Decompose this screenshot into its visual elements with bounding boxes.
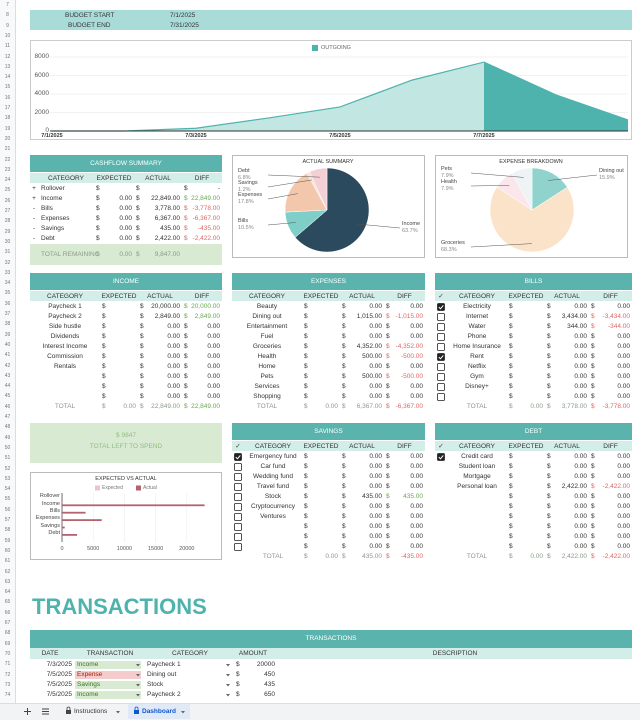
table-header-band: [30, 291, 222, 301]
table-title-band: [30, 630, 632, 648]
dropdown-arrow: [226, 674, 230, 677]
pie-slice: [294, 167, 370, 253]
dropdown-arrow: [226, 694, 230, 697]
leader-line: [267, 222, 296, 226]
checkbox: [437, 363, 445, 371]
checkbox: [234, 533, 242, 541]
lock-shackle: [66, 706, 71, 710]
area-line: [52, 61, 629, 132]
table-title-band: [435, 423, 632, 440]
add-sheet-icon: [24, 708, 31, 715]
lock-icon: [66, 710, 71, 714]
pie-slice: [511, 167, 533, 211]
area-fill: [484, 62, 628, 131]
legend-swatch: [136, 485, 141, 491]
table-title-band: [232, 273, 425, 290]
table-header-band: [435, 441, 632, 451]
checkbox: [234, 473, 242, 481]
area-fill: [52, 62, 484, 131]
pie-slice: [489, 186, 575, 253]
sheet-list-icon: [42, 708, 49, 715]
legend-swatch: [312, 45, 318, 51]
checkbox: [234, 513, 242, 521]
total-band: [30, 244, 222, 265]
checkbox: [234, 483, 242, 491]
dropdown-arrow: [136, 664, 140, 667]
leader-line: [267, 193, 298, 200]
leader-line: [470, 243, 532, 248]
budget-band: [30, 10, 632, 30]
table-title-band: [30, 273, 222, 290]
leader-line: [267, 179, 312, 188]
dropdown-arrow: [136, 694, 140, 697]
bar: [62, 526, 65, 529]
row-gutter: [0, 0, 16, 703]
dropdown-arrow: [181, 711, 185, 714]
pie-slice: [309, 167, 328, 211]
checkbox: [437, 383, 445, 391]
checkbox: [234, 463, 242, 471]
checkbox: [234, 453, 242, 461]
dropdown-arrow: [226, 664, 230, 667]
table-header-band: [435, 291, 632, 301]
check-mark: [235, 455, 241, 460]
checkbox: [234, 493, 242, 501]
table-header-band: [30, 173, 222, 183]
check-mark: [438, 355, 444, 360]
lock-icon: [134, 710, 139, 714]
bar: [62, 511, 86, 514]
table-title-band: [30, 155, 222, 172]
checkbox: [437, 353, 445, 361]
dropdown-arrow: [116, 711, 120, 714]
checkbox: [437, 393, 445, 401]
checkbox: [437, 303, 445, 311]
dropdown-arrow: [136, 684, 140, 687]
checkbox: [437, 453, 445, 461]
leader-line: [470, 185, 510, 187]
check-mark: [438, 305, 444, 310]
check-mark: [438, 455, 444, 460]
table-header-band: [232, 441, 425, 451]
checkbox: [234, 543, 242, 551]
checkbox: [437, 323, 445, 331]
type-chip: [75, 661, 141, 669]
table-title-band: [232, 423, 425, 440]
bar: [62, 534, 78, 536]
legend-swatch: [95, 485, 100, 491]
active-tab: [128, 704, 190, 719]
leader-line: [548, 174, 598, 181]
leader-line: [357, 223, 401, 229]
checkbox: [437, 313, 445, 321]
checkbox: [437, 343, 445, 351]
type-chip: [75, 681, 141, 689]
leader-line: [470, 172, 524, 178]
leader-line: [267, 174, 320, 178]
checkbox: [234, 503, 242, 511]
lock-shackle: [134, 706, 139, 710]
total-left-band: [30, 423, 222, 463]
bar: [62, 519, 102, 521]
table-title-band: [435, 273, 632, 290]
type-chip: [75, 691, 141, 699]
type-chip: [75, 671, 141, 679]
table-header-band: [30, 648, 632, 659]
checkbox: [437, 373, 445, 381]
dropdown-arrow: [136, 674, 140, 677]
bar: [62, 504, 205, 507]
checkbox: [234, 523, 242, 531]
table-header-band: [232, 291, 425, 301]
dropdown-arrow: [226, 684, 230, 687]
checkbox: [437, 333, 445, 341]
pie-slice: [284, 172, 328, 213]
